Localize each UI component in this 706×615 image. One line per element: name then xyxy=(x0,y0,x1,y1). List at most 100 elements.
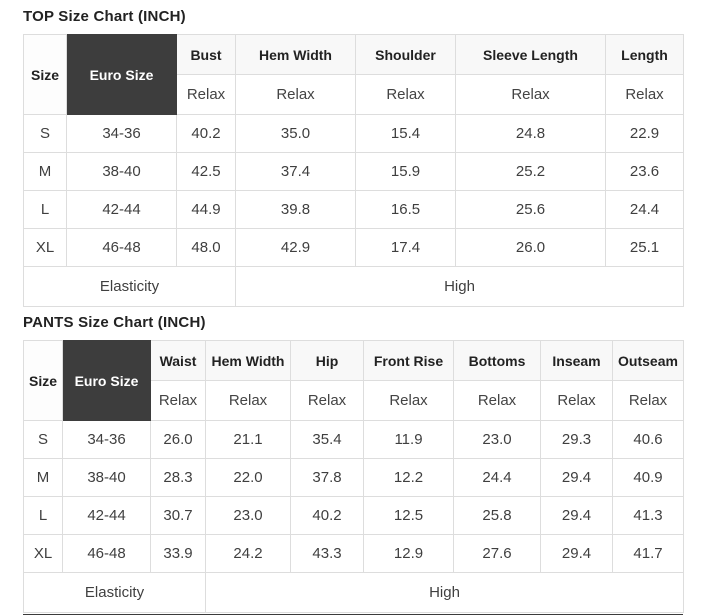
measurement-cell: 37.8 xyxy=(290,458,364,497)
euro-size-cell: 46-48 xyxy=(66,228,177,267)
euro-size-cell: 42-44 xyxy=(62,496,151,535)
measurement-cell: 24.4 xyxy=(453,458,541,497)
measurement-cell: 33.9 xyxy=(150,534,206,573)
elasticity-value-cell: High xyxy=(205,572,684,613)
measurement-cell: 25.1 xyxy=(605,228,684,267)
pants-row-s: S 34-36 26.0 21.1 35.4 11.9 23.0 29.3 40… xyxy=(23,420,684,459)
measurement-cell: 17.4 xyxy=(355,228,456,267)
pants-fit-cell-hip: Relax xyxy=(290,380,364,421)
top-col-header-sleeve-length: Sleeve Length xyxy=(455,34,606,75)
top-fit-cell-hem-width: Relax xyxy=(235,74,356,115)
measurement-cell: 24.2 xyxy=(205,534,291,573)
top-fit-cell-length: Relax xyxy=(605,74,684,115)
measurement-cell: 24.8 xyxy=(455,114,606,153)
elasticity-value-cell: High xyxy=(235,266,684,307)
measurement-cell: 39.8 xyxy=(235,190,356,229)
measurement-cell: 42.5 xyxy=(176,152,236,191)
pants-fit-cell-hem-width: Relax xyxy=(205,380,291,421)
measurement-cell: 21.1 xyxy=(205,420,291,459)
pants-row-m: M 38-40 28.3 22.0 37.8 12.2 24.4 29.4 40… xyxy=(23,458,684,497)
measurement-cell: 29.4 xyxy=(540,458,613,497)
pants-row-l: L 42-44 30.7 23.0 40.2 12.5 25.8 29.4 41… xyxy=(23,496,684,535)
measurement-cell: 35.0 xyxy=(235,114,356,153)
size-cell: M xyxy=(23,152,67,191)
measurement-cell: 16.5 xyxy=(355,190,456,229)
pants-col-header-hem-width: Hem Width xyxy=(205,340,291,381)
pants-fit-cell-inseam: Relax xyxy=(540,380,613,421)
measurement-cell: 40.2 xyxy=(176,114,236,153)
pants-col-header-inseam: Inseam xyxy=(540,340,613,381)
measurement-cell: 35.4 xyxy=(290,420,364,459)
measurement-cell: 37.4 xyxy=(235,152,356,191)
top-chart-title: TOP Size Chart (INCH) xyxy=(23,8,186,25)
pants-elasticity-row: Elasticity High xyxy=(23,572,684,613)
measurement-cell: 23.0 xyxy=(205,496,291,535)
size-cell: M xyxy=(23,458,63,497)
measurement-cell: 25.8 xyxy=(453,496,541,535)
measurement-cell: 22.9 xyxy=(605,114,684,153)
measurement-cell: 26.0 xyxy=(150,420,206,459)
elasticity-label-cell: Elasticity xyxy=(23,266,236,307)
measurement-cell: 23.6 xyxy=(605,152,684,191)
pants-header-row: Size Euro Size Waist Hem Width Hip Front… xyxy=(23,340,684,421)
measurement-cell: 12.5 xyxy=(363,496,454,535)
euro-size-cell: 34-36 xyxy=(66,114,177,153)
measurement-cell: 48.0 xyxy=(176,228,236,267)
measurement-cell: 42.9 xyxy=(235,228,356,267)
top-col-header-shoulder: Shoulder xyxy=(355,34,456,75)
euro-size-cell: 38-40 xyxy=(62,458,151,497)
top-col-header-euro-size: Euro Size xyxy=(66,34,177,115)
measurement-cell: 23.0 xyxy=(453,420,541,459)
measurement-cell: 41.3 xyxy=(612,496,684,535)
top-header-row: Size Euro Size Bust Hem Width Shoulder S… xyxy=(23,34,684,115)
measurement-cell: 28.3 xyxy=(150,458,206,497)
measurement-cell: 15.4 xyxy=(355,114,456,153)
measurement-cell: 40.2 xyxy=(290,496,364,535)
pants-row-xl: XL 46-48 33.9 24.2 43.3 12.9 27.6 29.4 4… xyxy=(23,534,684,573)
measurement-cell: 44.9 xyxy=(176,190,236,229)
measurement-cell: 25.2 xyxy=(455,152,606,191)
pants-fit-cell-bottoms: Relax xyxy=(453,380,541,421)
top-row-xl: XL 46-48 48.0 42.9 17.4 26.0 25.1 xyxy=(23,228,684,267)
pants-col-header-outseam: Outseam xyxy=(612,340,684,381)
elasticity-label-cell: Elasticity xyxy=(23,572,206,613)
euro-size-cell: 42-44 xyxy=(66,190,177,229)
pants-col-header-bottoms: Bottoms xyxy=(453,340,541,381)
size-cell: S xyxy=(23,114,67,153)
measurement-cell: 12.9 xyxy=(363,534,454,573)
measurement-cell: 29.3 xyxy=(540,420,613,459)
top-row-s: S 34-36 40.2 35.0 15.4 24.8 22.9 xyxy=(23,114,684,153)
measurement-cell: 15.9 xyxy=(355,152,456,191)
top-row-m: M 38-40 42.5 37.4 15.9 25.2 23.6 xyxy=(23,152,684,191)
measurement-cell: 26.0 xyxy=(455,228,606,267)
size-cell: XL xyxy=(23,228,67,267)
measurement-cell: 11.9 xyxy=(363,420,454,459)
size-cell: XL xyxy=(23,534,63,573)
measurement-cell: 25.6 xyxy=(455,190,606,229)
measurement-cell: 24.4 xyxy=(605,190,684,229)
pants-chart-title: PANTS Size Chart (INCH) xyxy=(23,314,206,331)
top-size-table: Size Euro Size Bust Hem Width Shoulder S… xyxy=(23,34,684,307)
pants-col-header-size: Size xyxy=(23,340,63,421)
measurement-cell: 41.7 xyxy=(612,534,684,573)
euro-size-cell: 34-36 xyxy=(62,420,151,459)
pants-col-header-euro-size: Euro Size xyxy=(62,340,151,421)
pants-col-header-front-rise: Front Rise xyxy=(363,340,454,381)
top-col-header-length: Length xyxy=(605,34,684,75)
size-cell: S xyxy=(23,420,63,459)
measurement-cell: 12.2 xyxy=(363,458,454,497)
measurement-cell: 22.0 xyxy=(205,458,291,497)
measurement-cell: 43.3 xyxy=(290,534,364,573)
measurement-cell: 30.7 xyxy=(150,496,206,535)
pants-fit-row: Relax Relax Relax Relax Relax Relax Rela… xyxy=(24,380,684,421)
measurement-cell: 29.4 xyxy=(540,534,613,573)
measurement-cell: 40.6 xyxy=(612,420,684,459)
pants-fit-cell-front-rise: Relax xyxy=(363,380,454,421)
pants-col-header-waist: Waist xyxy=(150,340,206,381)
euro-size-cell: 46-48 xyxy=(62,534,151,573)
measurement-cell: 40.9 xyxy=(612,458,684,497)
size-cell: L xyxy=(23,496,63,535)
top-fit-cell-sleeve-length: Relax xyxy=(455,74,606,115)
size-cell: L xyxy=(23,190,67,229)
